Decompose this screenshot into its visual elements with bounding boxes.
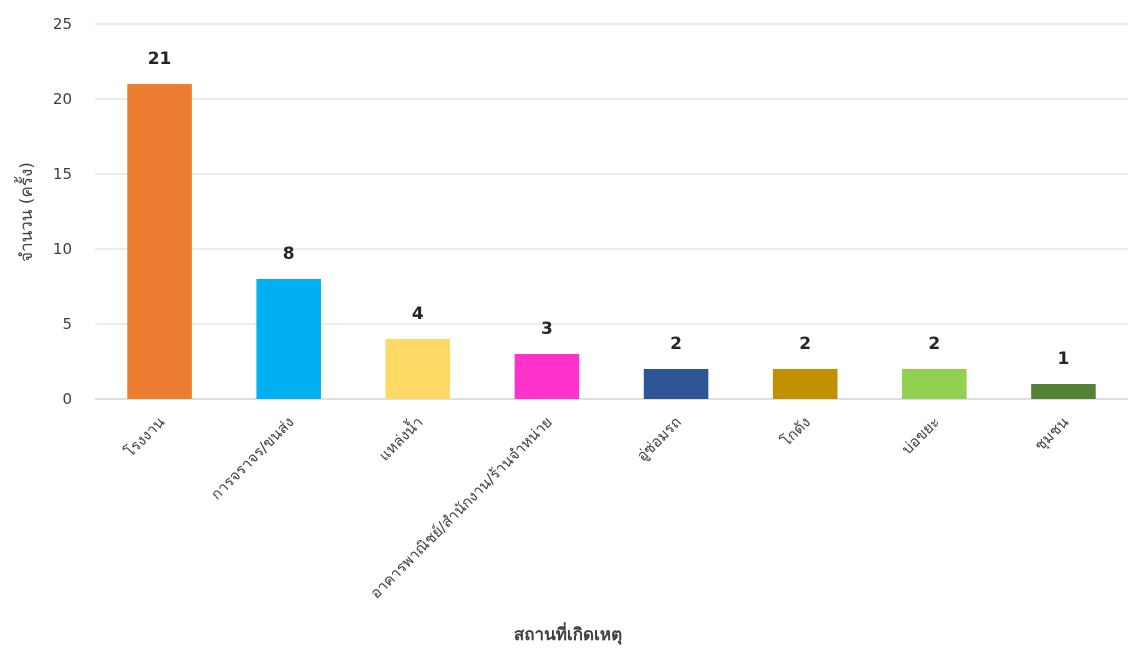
bars [127, 84, 1096, 399]
x-category-label: อู่ซ่อมรถ [633, 413, 685, 465]
gridlines [95, 23, 1128, 400]
x-axis-title: สถานที่เกิดเหตุ [514, 622, 622, 645]
data-label: 3 [541, 319, 553, 339]
y-tick-label: 5 [62, 315, 72, 333]
x-category-label: บ่อขยะ [898, 413, 943, 458]
x-axis-categories: โรงงาน การจราจร/ขนส่ง แหล่งน้ำอาคารพาณิชย์… [121, 412, 1073, 603]
x-category-label: การจราจร/ขนส่ง [207, 413, 297, 503]
x-category-label: ชุมชน [1031, 413, 1073, 455]
y-axis-ticks: 0 5 10 15 20 25 [53, 15, 72, 408]
y-tick-label: 20 [53, 90, 72, 108]
bar [772, 369, 838, 399]
y-axis-title: จำนวน (ครั้ง) [14, 162, 37, 262]
bar [385, 339, 451, 399]
bar [127, 84, 192, 399]
data-label: 2 [670, 334, 682, 354]
x-category-label: แหล่งน้ำ [374, 412, 427, 465]
data-label: 21 [148, 49, 172, 69]
data-label: 4 [412, 304, 424, 324]
bar [514, 354, 580, 399]
bar [902, 369, 967, 399]
bar [643, 369, 709, 399]
data-label: 2 [799, 334, 811, 354]
y-tick-label: 10 [53, 240, 72, 258]
x-category-label: โรงงาน [121, 413, 169, 461]
bar [1031, 384, 1096, 399]
x-category-label: โกดัง [777, 413, 814, 450]
data-label: 1 [1058, 349, 1070, 369]
y-tick-label: 15 [53, 165, 72, 183]
data-label: 2 [928, 334, 940, 354]
data-label: 8 [283, 244, 295, 264]
y-tick-label: 0 [62, 390, 72, 408]
y-tick-label: 25 [53, 15, 72, 33]
bar [256, 279, 321, 399]
